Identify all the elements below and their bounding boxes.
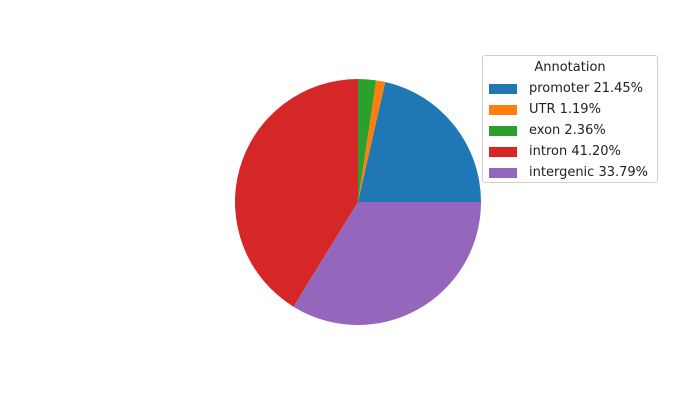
legend-swatch <box>489 167 517 178</box>
pie-slice <box>358 80 386 202</box>
legend-swatch <box>489 146 517 157</box>
pie-slice <box>358 82 481 202</box>
pie-slice <box>357 79 377 202</box>
legend-item: UTR 1.19% <box>483 99 657 120</box>
legend-title: Annotation <box>534 60 606 75</box>
legend-label: intron 41.20% <box>529 144 621 159</box>
pie-slice <box>293 202 481 325</box>
legend-label: promoter 21.45% <box>529 81 644 96</box>
legend-swatch <box>489 83 517 94</box>
legend-item: intergenic 33.79% <box>483 162 657 183</box>
legend-item: intron 41.20% <box>483 141 657 162</box>
legend-item: promoter 21.45% <box>483 78 657 99</box>
legend-swatch <box>489 125 517 136</box>
legend-label: exon 2.36% <box>529 123 606 138</box>
legend: Annotation promoter 21.45% UTR 1.19% exon … <box>482 55 658 183</box>
legend-item: exon 2.36% <box>483 120 657 141</box>
legend-label: UTR 1.19% <box>529 102 601 117</box>
legend-label: intergenic 33.79% <box>529 165 649 180</box>
pie-slice <box>235 79 358 307</box>
legend-swatch <box>489 104 517 115</box>
